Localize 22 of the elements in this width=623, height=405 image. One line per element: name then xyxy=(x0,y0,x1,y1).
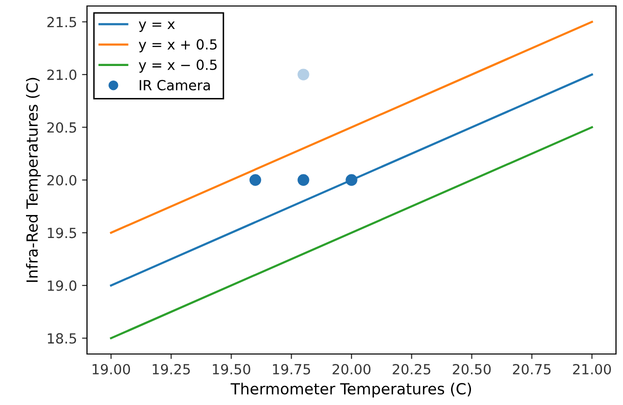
x-tick-label: 19.25 xyxy=(152,364,190,374)
y-tick-label: 21.5 xyxy=(47,16,76,28)
x-tick-label: 20.00 xyxy=(332,364,370,374)
legend-label: y = x xyxy=(138,21,175,32)
y-tick-label: 19.0 xyxy=(48,280,76,291)
legend-label: y = x + 0.5 xyxy=(138,39,217,52)
x-tick-label: 19.75 xyxy=(273,364,310,374)
x-tick-label: 20.75 xyxy=(512,364,551,374)
x-tick-label: 19.00 xyxy=(92,364,130,374)
y-axis-title: Infra-Red Temperatures (C) xyxy=(26,78,41,282)
y-tick-label: 20.5 xyxy=(47,122,76,133)
y-tick-label: 20.0 xyxy=(47,174,76,186)
y-tick-label: 18.5 xyxy=(48,333,76,344)
x-axis-title: Thermometer Temperatures (C) xyxy=(230,382,472,398)
y-tick-label: 21.0 xyxy=(47,70,76,80)
x-tick-label: 20.50 xyxy=(452,364,491,374)
y-tick-label: 19.5 xyxy=(48,228,76,238)
x-tick-label: 20.25 xyxy=(392,364,430,374)
legend-label: y = x − 0.5 xyxy=(138,60,217,73)
x-tick-label: 19.50 xyxy=(212,364,250,374)
x-tick-label: 21.00 xyxy=(573,364,611,374)
legend-label: IR Camera xyxy=(140,80,210,90)
